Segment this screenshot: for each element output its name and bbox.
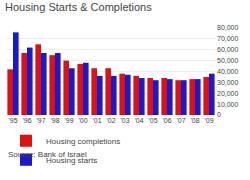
svg-text:Source: Bank of Israel: Source: Bank of Israel [8, 150, 87, 159]
svg-text:'95: '95 [8, 117, 17, 124]
svg-text:'99: '99 [64, 117, 73, 124]
svg-text:Housing Starts & Completions: Housing Starts & Completions [5, 1, 152, 13]
svg-text:'98: '98 [50, 117, 59, 124]
svg-text:0: 0 [217, 111, 221, 118]
svg-text:'06: '06 [162, 117, 171, 124]
svg-text:50,000: 50,000 [217, 57, 239, 64]
svg-text:'02: '02 [106, 117, 115, 124]
svg-text:20,000: 20,000 [217, 90, 239, 97]
svg-text:Housing completions: Housing completions [46, 137, 120, 146]
svg-text:'09: '09 [204, 117, 213, 124]
svg-text:80,000: 80,000 [217, 24, 239, 31]
svg-text:'96: '96 [22, 117, 31, 124]
svg-text:40,000: 40,000 [217, 68, 239, 75]
svg-text:'03: '03 [120, 117, 129, 124]
svg-text:'97: '97 [36, 117, 45, 124]
svg-text:'01: '01 [92, 117, 101, 124]
svg-text:'07: '07 [176, 117, 185, 124]
svg-text:10,000: 10,000 [217, 101, 239, 108]
svg-text:'08: '08 [190, 117, 199, 124]
svg-text:'04: '04 [134, 117, 143, 124]
svg-text:'05: '05 [148, 117, 157, 124]
svg-text:70,000: 70,000 [217, 35, 239, 42]
svg-text:'00: '00 [78, 117, 87, 124]
svg-text:60,000: 60,000 [217, 46, 239, 53]
svg-text:30,000: 30,000 [217, 79, 239, 86]
svg-text:Housing starts: Housing starts [46, 156, 97, 165]
